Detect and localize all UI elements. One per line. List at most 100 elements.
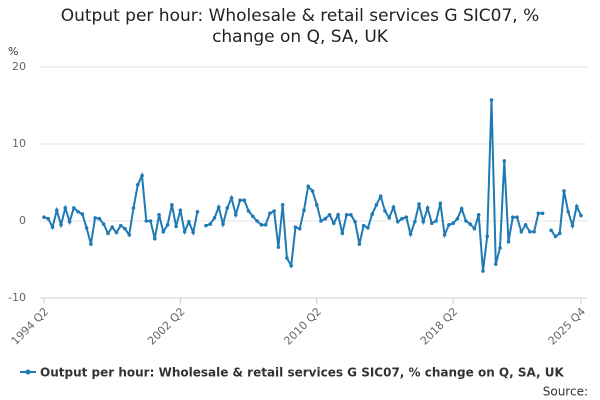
data-point (528, 229, 532, 234)
data-point (408, 232, 413, 236)
data-point (349, 213, 353, 217)
data-point (63, 206, 68, 210)
data-point (391, 205, 396, 209)
data-point (553, 234, 558, 239)
data-point (127, 233, 132, 237)
data-point (110, 225, 114, 229)
data-point (340, 231, 345, 236)
data-point (387, 216, 392, 220)
data-point (80, 212, 85, 216)
data-point (353, 219, 357, 224)
data-point (536, 211, 541, 216)
data-point (285, 256, 289, 260)
data-point (259, 223, 264, 227)
data-point (442, 233, 447, 237)
data-point (140, 173, 144, 178)
data-point (566, 209, 571, 214)
data-point (493, 262, 498, 266)
data-point (161, 229, 166, 234)
data-point (208, 222, 213, 226)
data-point (135, 183, 140, 187)
data-point (417, 202, 421, 206)
data-point (464, 219, 468, 223)
x-tick-label: 2018 Q2 (418, 305, 461, 348)
data-point (459, 206, 464, 211)
data-point (468, 222, 472, 226)
data-point (255, 219, 259, 223)
data-point (395, 219, 400, 224)
data-point (144, 219, 149, 223)
data-point (323, 216, 328, 221)
data-point (310, 189, 315, 193)
data-point (489, 98, 494, 102)
data-point (549, 228, 553, 233)
legend-label: Output per hour: Wholesale & retail serv… (40, 366, 564, 380)
data-point (276, 245, 281, 249)
data-point (314, 203, 319, 207)
data-point (50, 225, 55, 229)
data-point (306, 184, 311, 189)
data-point (76, 209, 80, 214)
x-tick-label: 2002 Q2 (145, 305, 188, 348)
data-point (251, 214, 255, 219)
data-point (106, 231, 110, 236)
data-point (374, 203, 379, 207)
data-point (118, 223, 123, 228)
data-point (272, 209, 276, 213)
chart-title: Output per hour: Wholesale & retail serv… (60, 6, 540, 47)
data-point (336, 213, 340, 217)
data-point (412, 219, 417, 224)
y-tick-label: 20 (12, 60, 26, 73)
data-point (511, 215, 515, 219)
data-point (370, 212, 374, 216)
data-point (97, 216, 102, 221)
data-point (148, 219, 153, 223)
data-point (170, 203, 174, 207)
data-point (344, 213, 349, 217)
data-point (195, 209, 200, 214)
data-point (268, 211, 272, 216)
data-point (515, 215, 519, 219)
data-point (101, 222, 106, 226)
series-line (43, 100, 582, 272)
data-point (404, 215, 409, 219)
data-point (123, 226, 127, 231)
data-point (502, 159, 507, 163)
data-point (131, 206, 136, 210)
data-point (293, 225, 298, 229)
data-point (174, 224, 178, 229)
data-point (378, 194, 383, 199)
data-point (421, 219, 426, 224)
data-point (289, 263, 293, 268)
data-point (447, 223, 451, 227)
data-point (532, 229, 536, 234)
y-tick-label: 10 (12, 137, 26, 150)
data-point (221, 222, 225, 226)
data-point (72, 206, 76, 210)
data-point (280, 203, 285, 207)
source: Source: (543, 385, 588, 399)
data-point (153, 236, 157, 241)
data-point (187, 219, 191, 224)
data-point (472, 226, 477, 231)
data-point (246, 209, 251, 213)
data-point (212, 216, 217, 220)
y-tick-label: 0 (19, 214, 26, 227)
data-point (366, 226, 370, 230)
data-point (204, 223, 208, 228)
y-axis-unit: % (8, 45, 18, 58)
data-point (327, 213, 332, 217)
data-point (59, 223, 63, 227)
data-point (42, 215, 46, 219)
data-point (438, 201, 443, 206)
data-point (523, 223, 528, 227)
data-point (519, 229, 524, 234)
data-point (233, 213, 238, 217)
data-point (114, 230, 119, 235)
x-tick-label: 2025 Q4 (546, 305, 589, 348)
data-point (93, 216, 97, 220)
data-point (383, 209, 387, 213)
data-point (178, 208, 183, 213)
